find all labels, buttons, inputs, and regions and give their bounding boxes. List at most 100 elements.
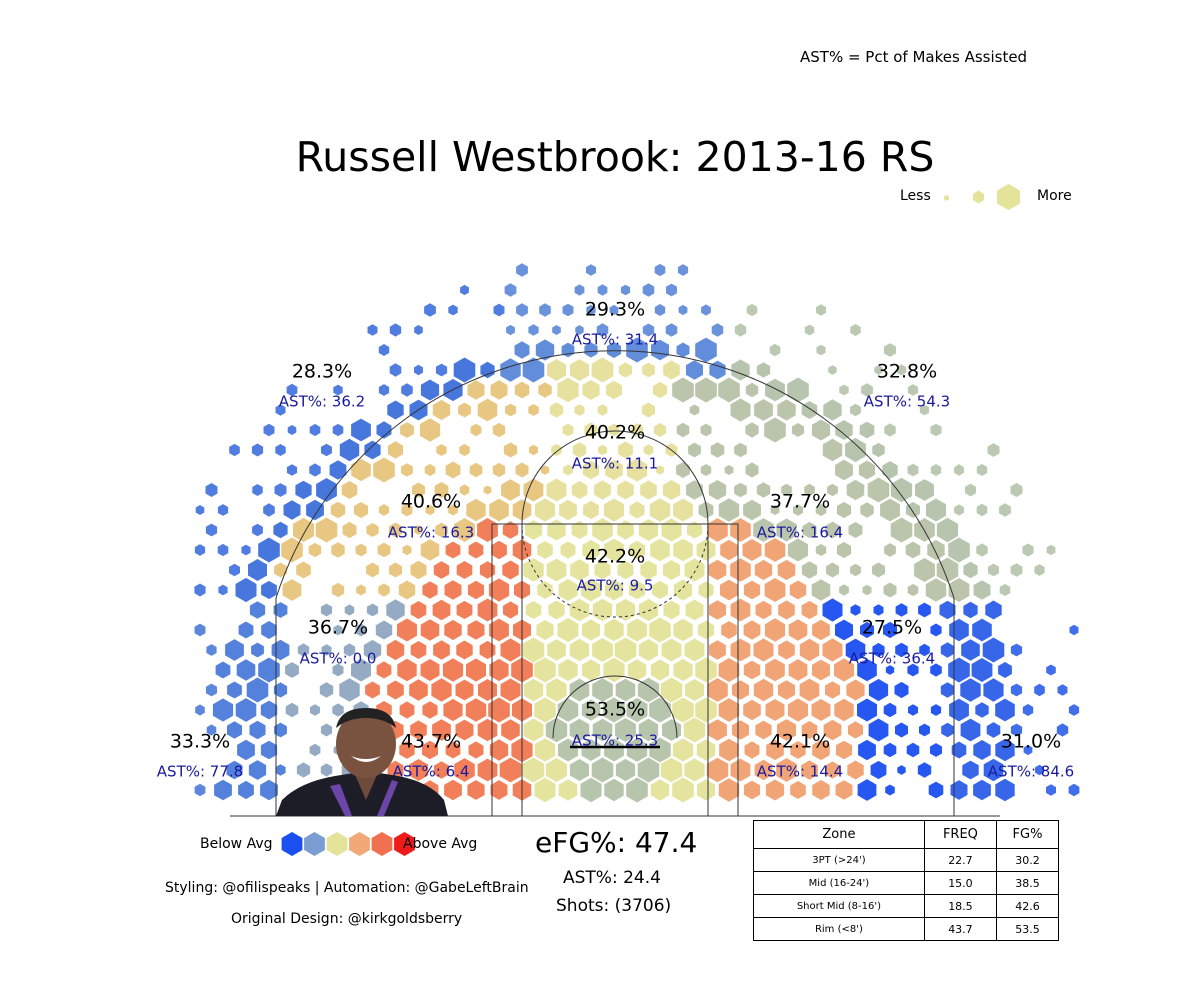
hex-bin [477, 398, 498, 422]
hex-bin [686, 360, 703, 380]
hex-bin [764, 417, 786, 443]
hex-bin [976, 503, 988, 517]
hex-bin [500, 358, 521, 382]
hex-bin [460, 284, 469, 296]
hex-bin [581, 659, 601, 681]
hex-bin [651, 339, 669, 361]
left-mid-fg-label: 40.6% [401, 491, 461, 513]
hex-bin [206, 683, 217, 697]
hex-bin [873, 604, 884, 616]
hex-bin [696, 539, 716, 561]
hex-bin [698, 501, 714, 519]
hex-bin [501, 719, 520, 741]
hex-bin [432, 599, 451, 621]
hex-bin [275, 764, 286, 776]
hex-bin [684, 638, 705, 662]
hex-bin [708, 480, 727, 500]
hex-bin [835, 780, 853, 800]
hex-bin [812, 739, 830, 761]
hex-bin [985, 600, 1002, 620]
hex-bin [930, 464, 942, 476]
hex-bin [477, 598, 498, 622]
hex-bin [458, 402, 471, 418]
hex-bin [837, 501, 851, 519]
left-short-mid-fg-label: 43.7% [401, 731, 461, 753]
hex-bin [356, 584, 366, 596]
hex-bin [321, 443, 332, 457]
hex-bin [791, 423, 805, 437]
hex-bin [214, 779, 232, 801]
hex-bin [834, 658, 854, 682]
hex-bin [604, 538, 624, 562]
hex-bin [754, 399, 773, 421]
hex-bin [688, 442, 701, 458]
hex-bin [975, 702, 989, 718]
hex-bin [696, 739, 716, 761]
hex-bin [339, 678, 360, 702]
hex-bin [883, 742, 897, 758]
hex-bin [857, 658, 877, 682]
hex-bin [918, 602, 931, 618]
hex-bin [572, 442, 587, 458]
hex-bin [954, 504, 964, 516]
hex-bin [804, 324, 815, 336]
hex-bin [618, 441, 633, 459]
hex-bin [235, 698, 257, 722]
hex-bin [468, 541, 484, 559]
fg-cell: 42.6 [996, 894, 1059, 918]
hex-bin [584, 342, 598, 358]
hex-bin [435, 522, 448, 538]
hex-bin [558, 579, 578, 601]
hex-bin [435, 363, 448, 377]
hex-bin [742, 539, 762, 561]
hex-bin [592, 638, 613, 662]
hex-bin [640, 560, 657, 580]
hex-bin [1046, 664, 1056, 676]
fg-cell: 38.5 [996, 871, 1059, 895]
hex-bin [730, 598, 751, 622]
hex-bin [547, 359, 566, 381]
hex-bin [604, 498, 624, 522]
hex-bin [823, 719, 842, 741]
hex-bin [684, 558, 705, 582]
hex-bin [689, 404, 700, 416]
hex-bin [422, 701, 438, 719]
hex-bin [434, 482, 449, 498]
color-legend-swatch [394, 832, 415, 856]
hex-bin [306, 499, 324, 521]
hex-bin [296, 561, 311, 579]
hex-bin [296, 762, 311, 778]
hex-bin [986, 722, 1001, 738]
hex-bin [378, 583, 390, 597]
hex-bin [673, 498, 693, 522]
hex-bin [626, 738, 648, 762]
hex-bin [488, 578, 510, 602]
hex-bin [700, 464, 712, 476]
hex-bin [225, 639, 244, 661]
size-legend-less: Less [900, 188, 931, 204]
hex-bin [480, 361, 495, 379]
hex-bin [896, 364, 907, 376]
hex-bin [422, 740, 438, 760]
hex-bin [627, 659, 647, 681]
hex-bin [433, 761, 450, 779]
hex-bin [386, 639, 405, 661]
paint-non-ra-ast-label: AST%: 9.5 [577, 577, 654, 595]
hex-bin [745, 462, 759, 478]
hex-bin [883, 621, 897, 639]
zone-table: Zone FREQ FG% 3PT (>24') 22.7 30.2 Mid (… [753, 820, 1059, 941]
hex-bin [949, 698, 969, 722]
hex-bin [626, 337, 648, 363]
hex-bin [835, 459, 853, 481]
chart-title: Russell Westbrook: 2013-16 RS [295, 133, 935, 181]
hex-bin [614, 637, 637, 663]
zone-table-header: Zone FREQ FG% [753, 820, 1059, 849]
hex-bin [940, 682, 955, 698]
freq-cell: 15.0 [923, 871, 998, 895]
color-legend-swatch [326, 832, 348, 856]
hex-bin [459, 443, 470, 457]
hex-bin [730, 558, 751, 582]
hex-bin [410, 641, 427, 659]
hex-bin [627, 618, 647, 642]
hex-bin [730, 638, 751, 662]
